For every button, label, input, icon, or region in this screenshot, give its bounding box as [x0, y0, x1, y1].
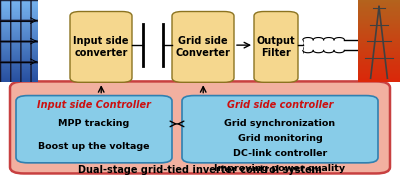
Text: Boost up the voltage: Boost up the voltage [38, 142, 150, 151]
Text: Output
Filter: Output Filter [257, 36, 295, 58]
FancyBboxPatch shape [16, 96, 172, 163]
FancyBboxPatch shape [10, 81, 390, 173]
FancyBboxPatch shape [172, 12, 234, 82]
Text: Input side
converter: Input side converter [73, 36, 129, 58]
FancyBboxPatch shape [182, 96, 378, 163]
FancyBboxPatch shape [254, 12, 298, 82]
FancyBboxPatch shape [70, 12, 132, 82]
Text: DC-link controller: DC-link controller [233, 149, 327, 158]
Text: Dual-stage grid-tied inverter control system: Dual-stage grid-tied inverter control sy… [78, 165, 322, 175]
Text: Grid synchronization: Grid synchronization [224, 119, 336, 128]
Text: Grid monitoring: Grid monitoring [238, 134, 322, 143]
Text: Improving power quality: Improving power quality [214, 164, 346, 173]
Text: Input side Controller: Input side Controller [37, 100, 151, 110]
Text: Grid side controller: Grid side controller [227, 100, 333, 110]
Text: Grid side
Converter: Grid side Converter [176, 36, 230, 58]
Text: MPP tracking: MPP tracking [58, 119, 130, 128]
